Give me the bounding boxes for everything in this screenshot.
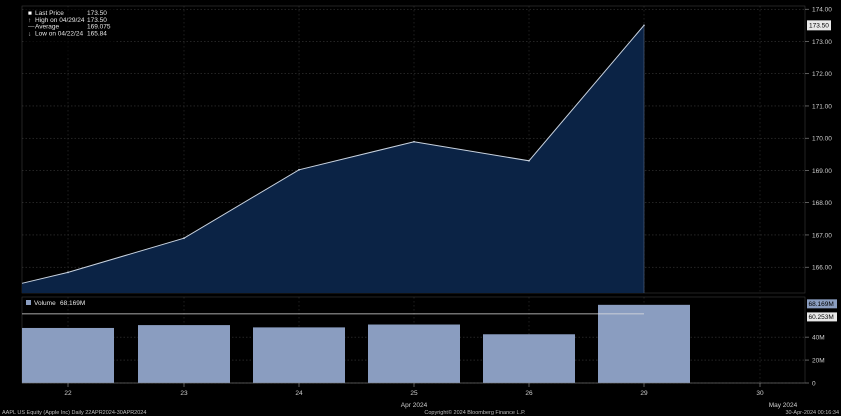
volume-tag-box: [807, 299, 837, 309]
footer-right: 30-Apr-2024 00:16:34: [785, 410, 839, 416]
price-legend-label: Low on 04/22/24: [35, 30, 83, 37]
price-legend-value: 173.50: [87, 17, 107, 24]
volume-legend-label: Volume: [34, 300, 56, 307]
volume-tag: 68.169M: [809, 301, 834, 308]
volume-bar: [253, 327, 345, 383]
volume-bar: [22, 327, 114, 383]
x-month-label: May 2024: [769, 402, 798, 409]
x-tick-label: 22: [64, 390, 72, 397]
volume-tick-label: 20M: [812, 357, 825, 364]
price-tick-label: 169.00: [812, 168, 832, 175]
price-legend-box: [24, 7, 116, 57]
price-point: [413, 140, 415, 143]
volume-bar: [138, 325, 230, 383]
price-legend-value: 169.075: [87, 24, 111, 31]
volume-legend-value: 68.169M: [60, 300, 85, 307]
price-legend-label: High on 04/29/24: [35, 17, 85, 24]
price-point: [67, 271, 69, 274]
volume-tick-label: 0: [812, 380, 816, 387]
x-tick-label: 24: [295, 390, 303, 397]
volume-tick-label: 40M: [812, 334, 825, 341]
price-area: [21, 24, 645, 293]
volume-bar: [483, 334, 575, 383]
footer-left: AAPL US Equity (Apple Inc) Daily 22APR20…: [2, 410, 146, 416]
volume-y-axis: 0 20M 40M 68.169M 60.253M: [805, 299, 837, 387]
price-tick-label: 173.00: [812, 39, 832, 46]
x-tick-label: 29: [640, 390, 648, 397]
price-tick-label: 171.00: [812, 103, 832, 110]
footer-center: Copyright© 2024 Bloomberg Finance L.P.: [424, 409, 526, 416]
price-tick-label: 168.00: [812, 200, 832, 207]
price-tick-label: 174.00: [812, 7, 832, 14]
price-tick-label: 166.00: [812, 265, 832, 272]
volume-tag: 60.253M: [809, 314, 834, 321]
price-legend-value: 173.50: [87, 10, 107, 17]
price-tick-label: 170.00: [812, 136, 832, 143]
price-tick-label: 167.00: [812, 232, 832, 239]
volume-legend-swatch: [26, 300, 31, 305]
price-point: [528, 159, 530, 162]
price-legend-value: 165.84: [87, 30, 107, 37]
volume-tag-box: [807, 312, 837, 322]
price-legend: ■ Last Price 173.50 ↑ High on 04/29/24 173.50…: [24, 7, 116, 57]
price-y-axis: 166.00 167.00 168.00 169.00 170.00 171.00 172.…: [805, 7, 832, 272]
volume-bars: [22, 304, 690, 383]
footer: AAPL US Equity (Apple Inc) Daily 22APR20…: [2, 409, 839, 416]
price-legend-label: Last Price: [35, 10, 64, 17]
volume-bar: [368, 324, 460, 383]
price-legend-marker: —: [28, 24, 35, 31]
x-tick-label: 26: [525, 390, 533, 397]
volume-legend: Volume 68.169M: [26, 300, 85, 307]
price-legend-marker: ■: [28, 10, 32, 17]
x-tick-label: 23: [180, 390, 188, 397]
price-legend-marker: ↑: [28, 17, 31, 24]
volume-bar: [598, 304, 690, 383]
price-legend-label: Average: [35, 24, 59, 31]
price-point: [183, 237, 185, 240]
x-tick-label: 25: [410, 390, 418, 397]
price-area-fill: [22, 25, 644, 293]
last-price-tag: 173.50: [809, 23, 829, 30]
price-tick-label: 172.00: [812, 71, 832, 78]
x-axis: 22 23 24 25 26 29 30 Apr 2024 May 2024: [22, 382, 805, 409]
x-month-label: Apr 2024: [401, 402, 428, 409]
last-price-tag-box: [807, 20, 831, 31]
price-legend-marker: ↓: [28, 30, 31, 37]
price-point: [298, 168, 300, 171]
x-tick-label: 30: [756, 390, 764, 397]
